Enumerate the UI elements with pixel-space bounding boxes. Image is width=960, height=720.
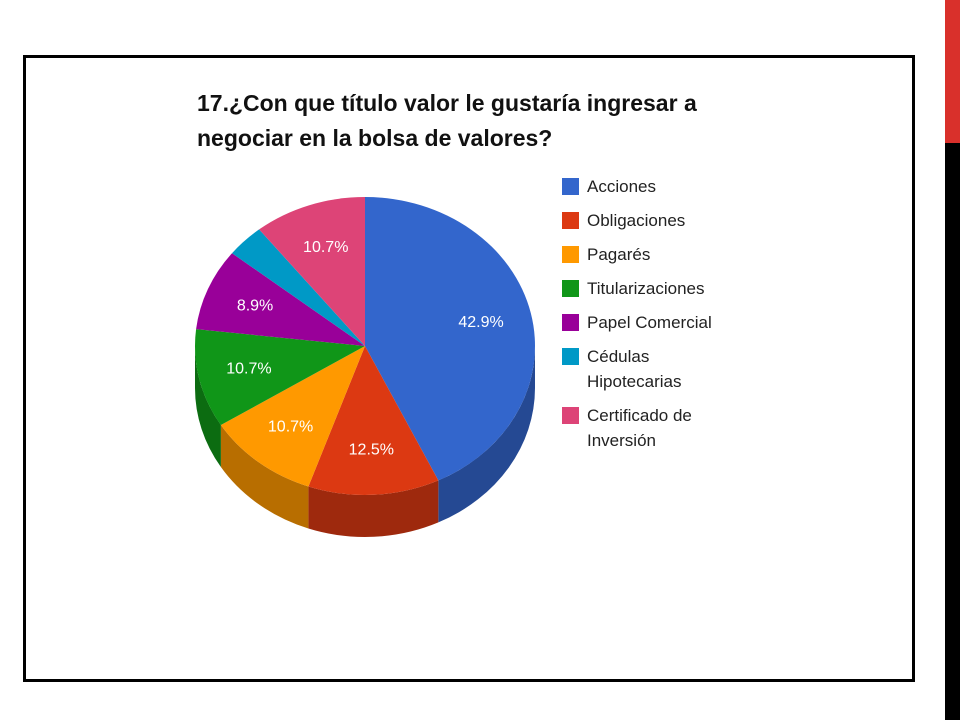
- legend-swatch: [562, 407, 579, 424]
- slice: [196, 253, 365, 346]
- slice-side: [308, 480, 439, 538]
- legend-label: Pagarés: [587, 245, 651, 264]
- legend-entry: Obligaciones: [562, 208, 737, 233]
- chart-frame: [23, 55, 915, 682]
- slice-side: [195, 346, 221, 468]
- data-label: 8.9%: [237, 297, 273, 314]
- legend-swatch: [562, 246, 579, 263]
- slice: [194, 329, 365, 426]
- data-label: 42.9%: [458, 314, 503, 331]
- legend: Acciones Obligaciones Pagarés Titularizacio…: [562, 174, 737, 453]
- legend-entry: Acciones: [562, 174, 737, 199]
- legend-entry: Pagarés: [562, 242, 737, 267]
- legend-entry: Cédulas Hipotecarias: [562, 344, 737, 394]
- slice-side: [220, 425, 309, 529]
- data-label: 10.7%: [226, 360, 271, 377]
- accent-bar: [945, 0, 960, 143]
- legend-swatch: [562, 178, 579, 195]
- legend-swatch: [562, 314, 579, 331]
- legend-label: Obligaciones: [587, 211, 686, 230]
- legend-label: Papel Comercial: [587, 313, 712, 332]
- legend-label: Acciones: [587, 177, 656, 196]
- chart-title: 17.¿Con que título valor le gustaría ing…: [197, 90, 697, 151]
- legend-entry: Certificado de Inversión: [562, 403, 737, 453]
- legend-label: Cédulas Hipotecarias: [587, 347, 682, 391]
- data-label: 10.7%: [268, 419, 313, 436]
- slice-side: [438, 346, 536, 523]
- slice: [259, 197, 365, 346]
- legend-swatch: [562, 348, 579, 365]
- data-label: 12.5%: [349, 441, 394, 458]
- slice: [365, 197, 536, 481]
- legend-label: Certificado de Inversión: [587, 406, 692, 450]
- legend-swatch: [562, 212, 579, 229]
- slice: [308, 346, 439, 496]
- legend-swatch: [562, 280, 579, 297]
- legend-entry: Papel Comercial: [562, 310, 737, 335]
- legend-label: Titularizaciones: [587, 279, 705, 298]
- legend-entry: Titularizaciones: [562, 276, 737, 301]
- data-label: 10.7%: [303, 239, 348, 256]
- side-bar: [945, 143, 960, 720]
- slice: [231, 229, 365, 346]
- slice: [220, 346, 365, 487]
